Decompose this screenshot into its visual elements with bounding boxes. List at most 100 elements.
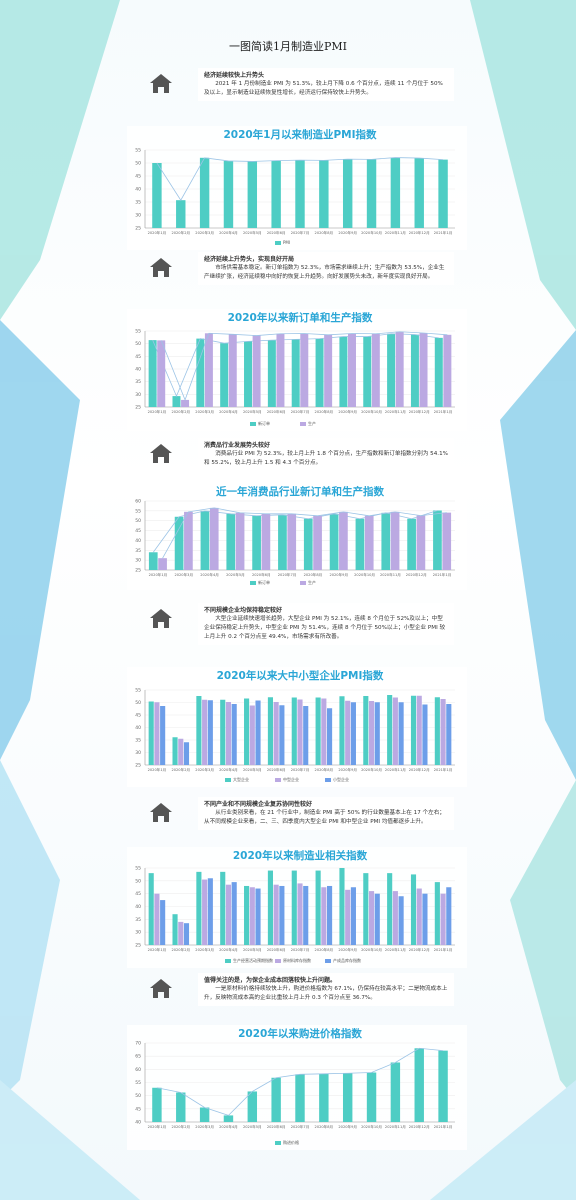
bar [271, 1077, 281, 1122]
legend-label: 大型企业 [233, 776, 249, 782]
bar [398, 702, 404, 765]
bar [157, 340, 166, 407]
bar [244, 885, 250, 945]
x-tick-label: 2020年10月 [354, 572, 375, 577]
bar [279, 885, 285, 945]
bar [279, 705, 285, 765]
bar [300, 333, 309, 407]
y-tick-label: 45 [135, 1106, 141, 1112]
bar [297, 883, 303, 945]
bar [339, 336, 348, 407]
section-text: 经济延续上升势头，实现良好开局 市场供需基本稳定。新订单指数为 52.3%，市场需… [198, 252, 454, 285]
bar [220, 871, 226, 945]
legend-label: 生产 [308, 579, 316, 585]
chart-title: 2020年以来新订单和生产指数 [228, 311, 373, 324]
chart-title: 2020年以来大中小型企业PMI指数 [217, 669, 384, 682]
x-tick-label: 2020年10月 [361, 1124, 382, 1129]
x-tick-label: 2020年9月 [338, 767, 357, 772]
house-icons [150, 74, 172, 998]
y-tick-label: 70 [135, 1041, 141, 1047]
x-tick-label: 2020年1月 [148, 230, 167, 235]
bar [255, 888, 261, 945]
bar [414, 1048, 424, 1122]
bar [181, 399, 190, 407]
bar [303, 706, 309, 765]
x-tick-label: 2020年5月 [243, 947, 262, 952]
x-tick-label: 2020年5月 [243, 767, 262, 772]
bar [225, 884, 232, 945]
x-tick-label: 2020年4月 [219, 409, 238, 414]
section-text: 不同规模企业均保持稳定较好 大型企业延续快速增长趋势，大型企业 PMI 为 52.… [198, 603, 454, 645]
legend-swatch [325, 778, 331, 782]
bar [176, 200, 186, 228]
bar [247, 161, 258, 228]
chart-title: 近一年消费品行业新订单和生产指数 [216, 485, 384, 498]
bar [231, 704, 237, 765]
bar [223, 1115, 234, 1122]
house-icon [150, 444, 172, 463]
bar [228, 334, 237, 407]
y-tick-label: 65 [135, 1054, 141, 1060]
y-tick-label: 40 [135, 1120, 141, 1126]
trend-line [152, 333, 439, 398]
bar [387, 695, 393, 765]
x-tick-label: 2020年12月 [409, 1124, 430, 1129]
bar [196, 871, 202, 945]
y-tick-label: 25 [135, 405, 141, 411]
bar [368, 701, 375, 765]
bar [278, 514, 287, 570]
y-tick-label: 45 [135, 528, 141, 534]
y-tick-label: 40 [135, 367, 141, 373]
y-tick-label: 45 [135, 713, 141, 719]
bar [199, 157, 210, 228]
y-tick-label: 50 [135, 161, 141, 167]
house-icon [150, 609, 172, 628]
bar [303, 518, 313, 570]
bar [267, 870, 273, 945]
house-icon [150, 803, 172, 822]
bar [345, 889, 351, 945]
bar [339, 696, 345, 765]
x-tick-label: 2020年10月 [361, 409, 382, 414]
bar [363, 696, 369, 765]
x-tick-label: 2020年7月 [278, 572, 297, 577]
bar [252, 335, 261, 407]
legend-label: 新订单 [258, 579, 270, 585]
bar [364, 515, 374, 570]
bar [387, 333, 396, 407]
bar [313, 515, 322, 570]
y-tick-label: 35 [135, 379, 141, 385]
x-tick-label: 2020年4月 [219, 767, 238, 772]
x-tick-label: 2020年9月 [338, 947, 357, 952]
x-tick-label: 2020年5月 [243, 409, 262, 414]
y-tick-label: 50 [135, 1093, 141, 1099]
legend-swatch [225, 959, 231, 963]
house-icon [150, 74, 172, 93]
bar [416, 695, 422, 765]
x-tick-label: 2020年1月 [148, 409, 167, 414]
bar [184, 511, 193, 570]
bar [235, 512, 245, 570]
section-heading: 消费品行业发展势头较好 [204, 442, 271, 449]
bar [202, 699, 208, 765]
bar [438, 159, 448, 228]
bar [291, 339, 300, 407]
x-tick-label: 2020年12月 [409, 409, 430, 414]
section-text: 经济延续较快上升势头 2021 年 1 月份制造业 PMI 为 51.3%，较上月… [198, 68, 454, 101]
y-tick-label: 30 [135, 930, 141, 936]
x-tick-label: 2020年12月 [406, 572, 427, 577]
bar [438, 1050, 448, 1122]
bar [220, 699, 226, 765]
x-tick-label: 2020年3月 [195, 1124, 214, 1129]
x-tick-label: 2020年4月 [219, 230, 238, 235]
bar [287, 513, 297, 570]
bar [355, 518, 365, 570]
bar [178, 738, 184, 765]
bar [363, 873, 369, 945]
bar [244, 698, 250, 765]
bar [244, 341, 253, 407]
bar [176, 1092, 186, 1122]
bar [315, 338, 324, 407]
bar [387, 873, 393, 945]
